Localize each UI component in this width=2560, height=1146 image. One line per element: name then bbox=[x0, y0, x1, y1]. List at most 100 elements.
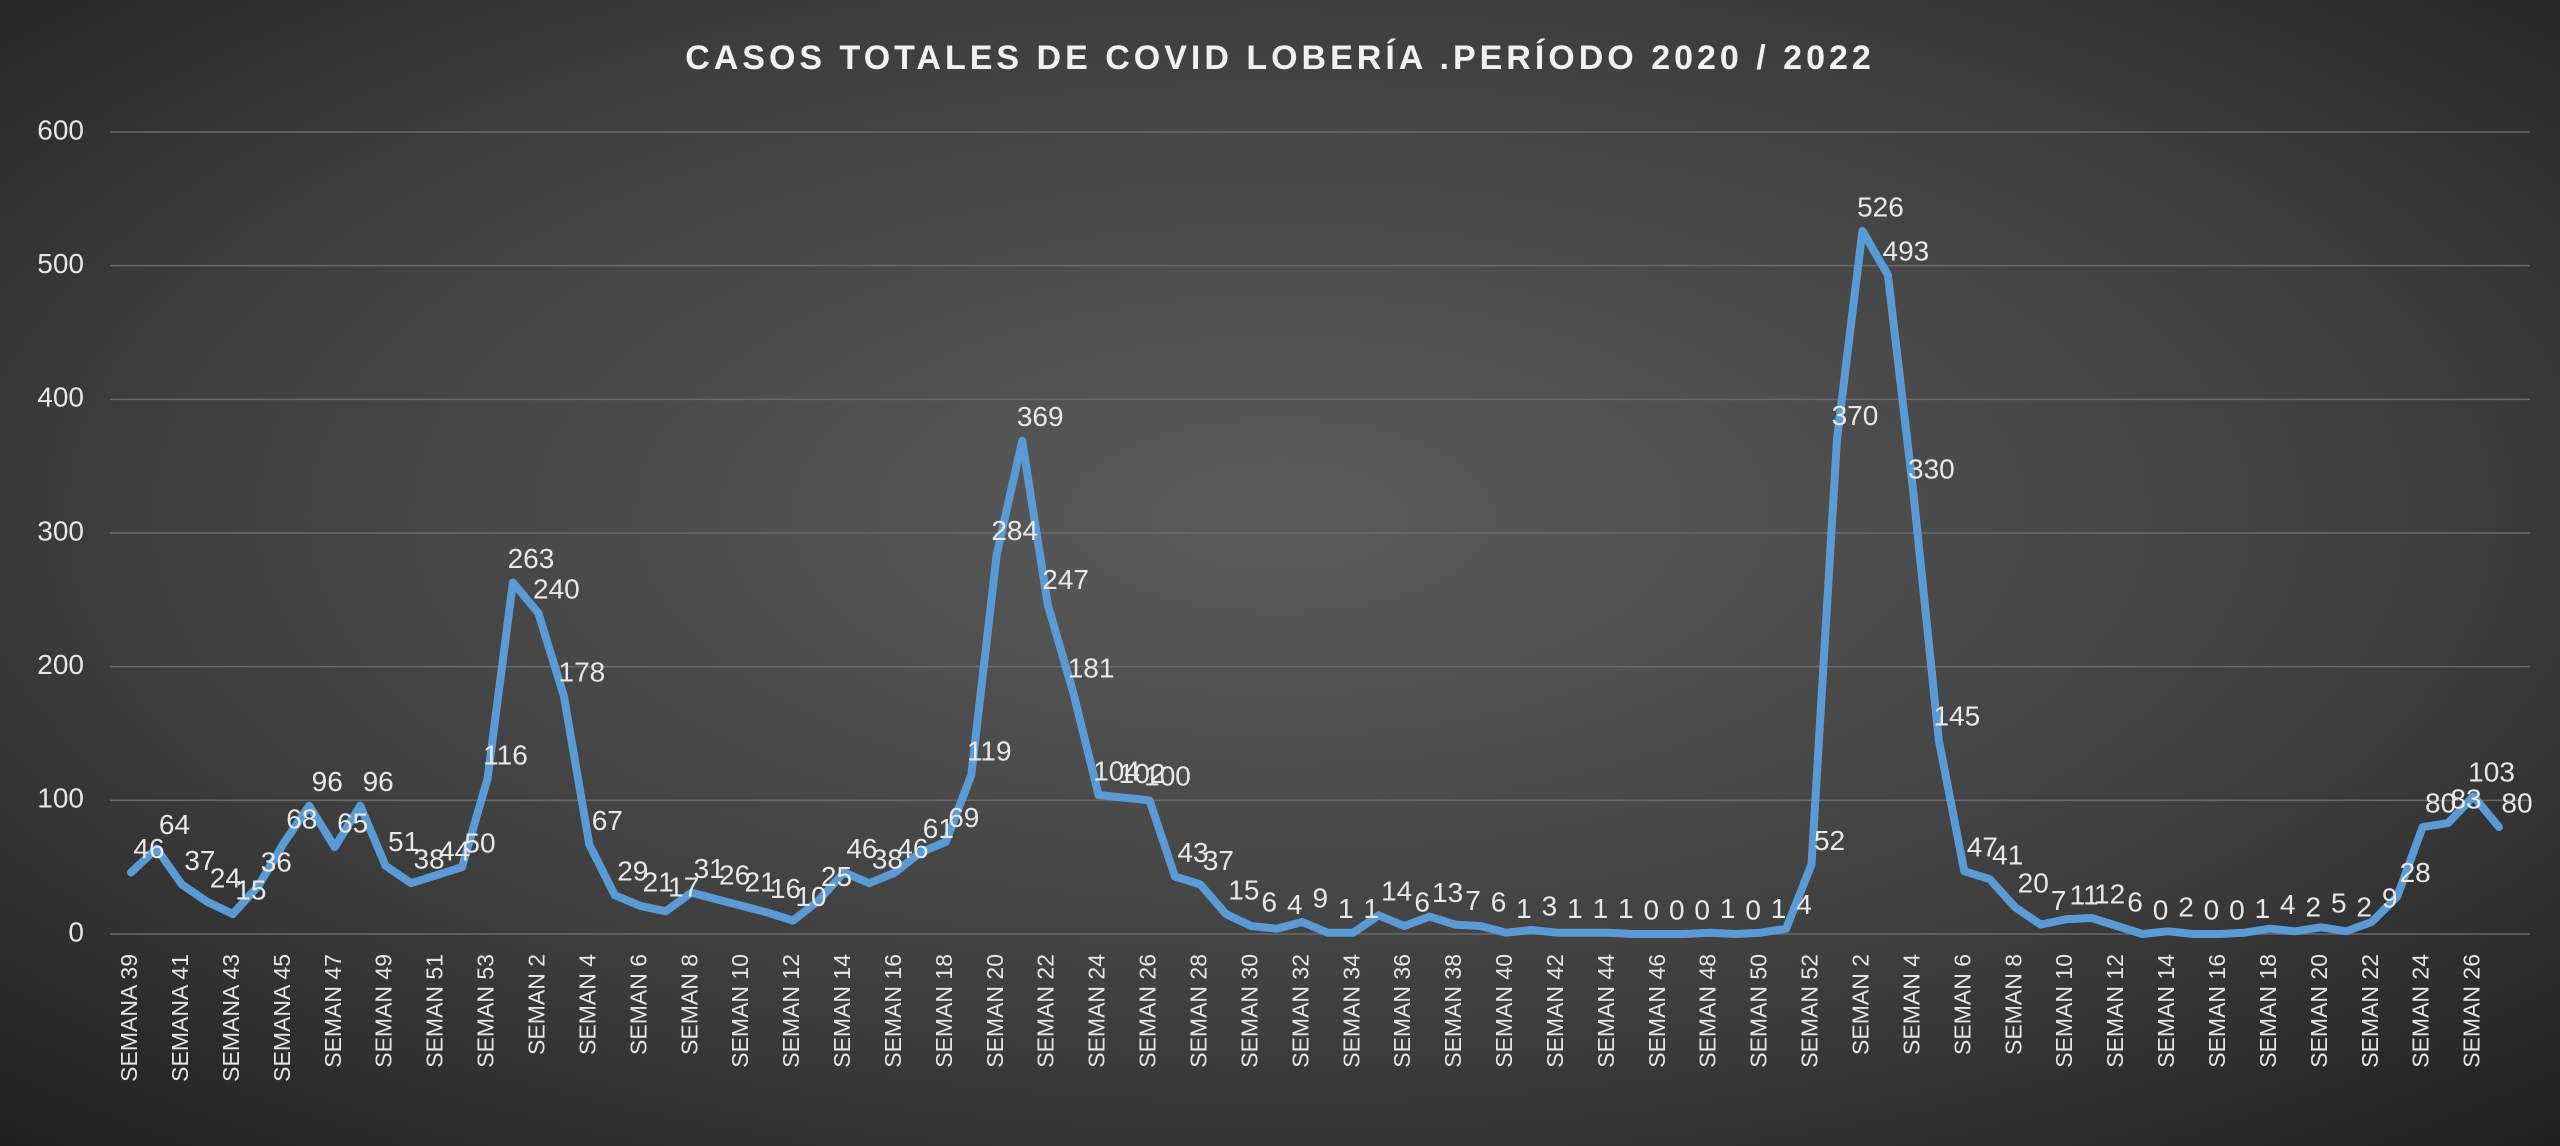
data-label: 21 bbox=[745, 866, 776, 897]
data-label: 1 bbox=[1771, 893, 1787, 924]
data-label: 2 bbox=[2356, 892, 2372, 923]
x-tick-label: SEMAN 38 bbox=[1440, 954, 1466, 1068]
x-tick-label: SEMAN 30 bbox=[1236, 954, 1262, 1068]
data-label: 41 bbox=[1992, 840, 2023, 871]
data-label: 2 bbox=[2178, 892, 2194, 923]
data-label: 1 bbox=[1363, 893, 1379, 924]
x-tick-label: SEMAN 10 bbox=[2051, 954, 2077, 1068]
data-label: 15 bbox=[235, 874, 266, 905]
x-tick-label: SEMAN 16 bbox=[2204, 954, 2230, 1068]
x-tick-label: SEMAN 12 bbox=[778, 954, 804, 1068]
y-tick-label: 100 bbox=[37, 783, 84, 814]
data-label: 51 bbox=[388, 826, 419, 857]
data-label: 0 bbox=[2153, 894, 2169, 925]
x-tick-label: SEMAN 47 bbox=[320, 954, 346, 1068]
data-label: 50 bbox=[464, 828, 495, 859]
data-label: 145 bbox=[1933, 701, 1980, 732]
y-tick-label: 400 bbox=[37, 382, 84, 413]
x-tick-label: SEMAN 26 bbox=[1135, 954, 1161, 1068]
x-tick-label: SEMAN 6 bbox=[1949, 954, 1975, 1055]
data-label: 52 bbox=[1814, 825, 1845, 856]
data-label: 17 bbox=[668, 872, 699, 903]
data-label: 240 bbox=[533, 574, 580, 605]
x-tick-label: SEMAN 22 bbox=[1033, 954, 1059, 1068]
x-tick-label: SEMAN 44 bbox=[1593, 954, 1619, 1068]
x-tick-label: SEMAN 4 bbox=[574, 954, 600, 1055]
series-line bbox=[127, 226, 2503, 938]
x-tick-label: SEMAN 20 bbox=[2306, 954, 2332, 1068]
x-tick-label: SEMAN 24 bbox=[2408, 954, 2434, 1068]
x-tick-label: SEMANA 43 bbox=[218, 954, 244, 1082]
data-label: 7 bbox=[2051, 885, 2067, 916]
x-tick-label: SEMAN 8 bbox=[2000, 954, 2026, 1055]
data-label: 43 bbox=[1177, 837, 1208, 868]
data-label: 69 bbox=[948, 802, 979, 833]
x-tick-label: SEMAN 42 bbox=[1542, 954, 1568, 1068]
data-label: 181 bbox=[1068, 652, 1115, 683]
data-label: 37 bbox=[184, 845, 215, 876]
data-label: 13 bbox=[1432, 877, 1463, 908]
data-label: 0 bbox=[1745, 894, 1761, 925]
data-label: 83 bbox=[2450, 783, 2481, 814]
data-label: 38 bbox=[414, 844, 445, 875]
x-tick-label: SEMAN 34 bbox=[1338, 954, 1364, 1068]
data-label: 29 bbox=[617, 856, 648, 887]
data-label: 102 bbox=[1119, 758, 1166, 789]
y-tick-label: 600 bbox=[37, 114, 84, 145]
data-label: 14 bbox=[1381, 876, 1412, 907]
y-tick-label: 0 bbox=[68, 916, 84, 947]
data-label: 4 bbox=[2280, 889, 2296, 920]
data-label: 5 bbox=[2331, 888, 2347, 919]
data-label: 46 bbox=[846, 833, 877, 864]
data-label: 3 bbox=[1542, 890, 1558, 921]
data-label: 38 bbox=[872, 844, 903, 875]
data-label: 1 bbox=[1720, 893, 1736, 924]
data-label: 12 bbox=[2094, 878, 2125, 909]
data-label: 178 bbox=[559, 656, 606, 687]
x-tick-label: SEMAN 12 bbox=[2102, 954, 2128, 1068]
data-label: 2 bbox=[2306, 892, 2322, 923]
data-label: 247 bbox=[1042, 564, 1089, 595]
chart-title: CASOS TOTALES DE COVID LOBERÍA .PERÍODO … bbox=[685, 39, 1875, 77]
data-label: 119 bbox=[967, 735, 1012, 766]
x-tick-label: SEMAN 26 bbox=[2459, 954, 2485, 1068]
x-tick-label: SEMAN 2 bbox=[1848, 954, 1874, 1055]
data-label: 0 bbox=[2204, 894, 2220, 925]
data-label: 96 bbox=[363, 766, 394, 797]
data-label: 1 bbox=[2255, 893, 2271, 924]
x-tick-label: SEMAN 4 bbox=[1898, 954, 1924, 1055]
data-label: 36 bbox=[261, 846, 292, 877]
data-label: 0 bbox=[2229, 894, 2245, 925]
x-tick-label: SEMAN 16 bbox=[880, 954, 906, 1068]
x-tick-label: SEMAN 46 bbox=[1644, 954, 1670, 1068]
data-label: 80 bbox=[2501, 787, 2532, 818]
data-label: 15 bbox=[1228, 874, 1259, 905]
data-label: 1 bbox=[1567, 893, 1583, 924]
x-tick-label: SEMANA 45 bbox=[269, 954, 295, 1082]
data-label: 9 bbox=[2382, 882, 2398, 913]
x-tick-label: SEMANA 41 bbox=[167, 954, 193, 1082]
data-label: 4 bbox=[1796, 889, 1812, 920]
data-label: 6 bbox=[2127, 886, 2143, 917]
data-label: 31 bbox=[694, 853, 725, 884]
data-label: 61 bbox=[923, 813, 954, 844]
data-label: 369 bbox=[1017, 401, 1064, 432]
data-label: 0 bbox=[1643, 894, 1659, 925]
data-label: 68 bbox=[286, 803, 317, 834]
data-label: 104 bbox=[1093, 755, 1140, 786]
data-label: 46 bbox=[133, 833, 164, 864]
data-label: 20 bbox=[2018, 868, 2049, 899]
x-tick-label: SEMAN 24 bbox=[1084, 954, 1110, 1068]
data-label: 493 bbox=[1883, 235, 1930, 266]
data-label: 526 bbox=[1857, 191, 1904, 222]
x-tick-label: SEMAN 49 bbox=[371, 954, 397, 1068]
data-label: 116 bbox=[483, 739, 528, 770]
x-tick-label: SEMAN 32 bbox=[1287, 954, 1313, 1068]
data-label: 26 bbox=[719, 860, 750, 891]
y-tick-label: 300 bbox=[37, 515, 84, 546]
data-label: 263 bbox=[508, 543, 555, 574]
data-label: 6 bbox=[1414, 886, 1430, 917]
data-label: 370 bbox=[1832, 400, 1879, 431]
data-label: 0 bbox=[1694, 894, 1710, 925]
